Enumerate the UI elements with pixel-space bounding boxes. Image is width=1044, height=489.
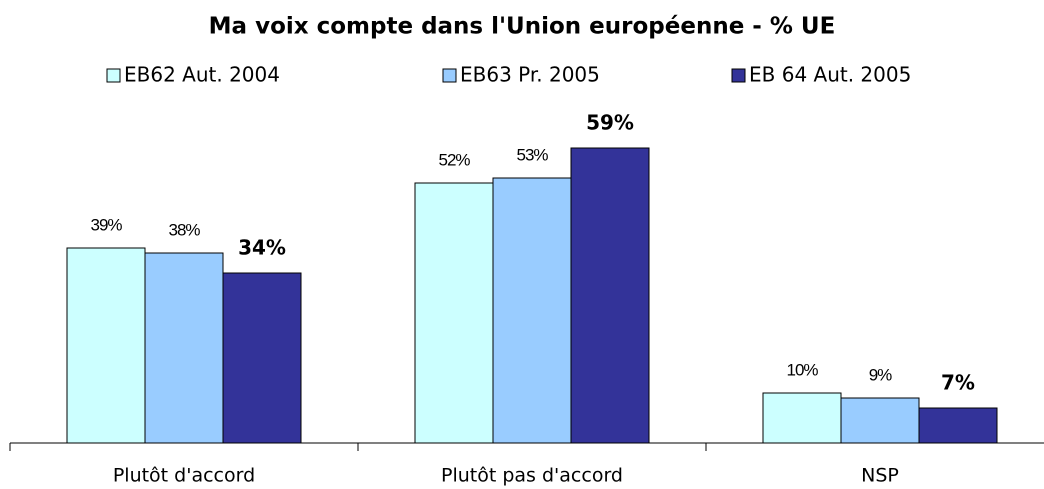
bar — [492, 177, 572, 444]
value-label: 39% — [90, 215, 122, 234]
value-label: 59% — [586, 111, 634, 135]
bar — [762, 392, 842, 444]
bar — [222, 272, 302, 444]
value-label: 9% — [869, 365, 892, 384]
bar — [66, 247, 146, 444]
legend-label: EB62 Aut. 2004 — [124, 63, 280, 87]
legend-label: EB63 Pr. 2005 — [460, 63, 600, 87]
legend-swatch — [442, 68, 457, 83]
bar — [414, 182, 494, 444]
x-tick-label: Plutôt d'accord — [113, 465, 255, 487]
legend-label: EB 64 Aut. 2005 — [749, 63, 911, 87]
bar — [144, 252, 224, 444]
chart-title: Ma voix compte dans l'Union européenne -… — [209, 14, 836, 40]
value-label: 10% — [786, 360, 818, 379]
bar — [918, 407, 998, 444]
value-label: 53% — [516, 145, 548, 164]
legend-swatch — [106, 68, 121, 83]
x-tick-label: NSP — [861, 465, 899, 487]
legend-swatch — [731, 68, 746, 83]
value-label: 34% — [238, 236, 286, 260]
x-tick-label: Plutôt pas d'accord — [441, 465, 623, 487]
value-label: 52% — [438, 150, 470, 169]
bar — [570, 147, 650, 444]
bar — [840, 397, 920, 444]
value-label: 38% — [168, 220, 200, 239]
value-label: 7% — [941, 371, 975, 395]
